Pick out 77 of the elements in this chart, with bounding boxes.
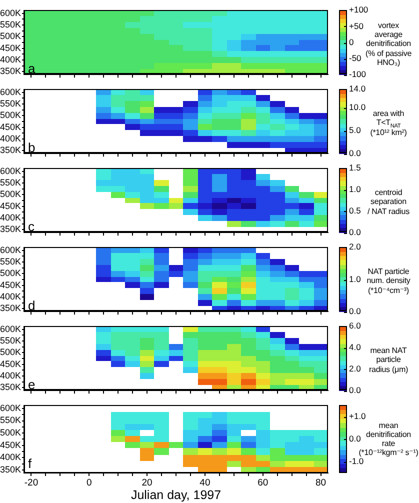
text: d — [28, 298, 36, 313]
y-tick-label: 400K — [0, 212, 21, 222]
x-tick-label: 0 — [86, 477, 92, 488]
color-bar-title: vortex average denitrification (% of passive HNO₃) — [365, 21, 412, 67]
x-tick-label: 80 — [315, 477, 326, 488]
color-bar-title: NAT particle num. density (*10⁻⁴cm⁻³) — [366, 267, 410, 295]
color-bar-label: 1.0 — [349, 184, 362, 194]
y-tick-label: 600K — [0, 8, 21, 18]
y-tick-label: 550K — [0, 19, 21, 30]
y-tick-label: 500K — [0, 189, 21, 200]
y-tick-label: 500K — [0, 428, 21, 438]
y-tick-label: 550K — [0, 98, 21, 108]
y-tick-label: 450K — [0, 440, 21, 450]
color-bar-label: -50 — [349, 52, 362, 63]
y-tick-label: 400K — [0, 291, 21, 302]
x-tick-label: -20 — [24, 477, 38, 488]
y-tick-label: 500K — [0, 110, 21, 120]
y-tick-label: 400K — [0, 133, 21, 144]
x-axis-title: Julian day, 1997 — [130, 488, 222, 502]
y-tick-label: 500K — [0, 268, 21, 278]
color-bar-title: area with T<T$_{NAT}$ (*10¹² km²) — [370, 109, 407, 137]
color-bar-label: 0.0 — [349, 306, 362, 316]
y-tick-label: 550K — [0, 335, 21, 346]
color-bar-label: 5.0 — [349, 125, 362, 136]
y-tick-label: 600K — [0, 402, 21, 413]
color-bar-label: 4.0 — [349, 342, 362, 352]
y-tick-label: 600K — [0, 244, 21, 255]
color-bar-label: 2.0 — [349, 364, 362, 374]
y-tick-label: 450K — [0, 358, 21, 369]
y-tick-label: 400K — [0, 370, 21, 380]
y-tick-label: 400K — [0, 54, 21, 64]
x-tick-label: 20 — [142, 477, 152, 488]
color-bar-label: 10.0 — [349, 102, 366, 112]
y-tick-label: 600K — [0, 86, 21, 97]
color-bar-label: +1.0 — [349, 411, 366, 422]
y-tick-label: 500K — [0, 31, 21, 42]
color-bar-label: 0.0 — [349, 384, 362, 395]
color-bar-label: 1.5 — [349, 162, 362, 173]
y-tick-label: 350K — [0, 145, 21, 156]
y-tick-label: 450K — [0, 122, 21, 132]
y-tick-label: 450K — [0, 42, 21, 53]
color-bar-label: -1.0 — [349, 456, 364, 466]
color-bar-label: 0.0 — [349, 434, 362, 444]
color-bar-label: 0.0 — [349, 148, 362, 158]
color-bar-label: 0.5 — [349, 206, 362, 216]
y-tick-label: 450K — [0, 200, 21, 211]
color-bar-label: 2.0 — [349, 242, 362, 252]
text: a — [28, 61, 36, 76]
y-tick-label: 350K — [0, 66, 21, 76]
x-tick-label: 40 — [200, 477, 210, 488]
color-bar-label: +50 — [349, 20, 364, 31]
y-tick-label: 350K — [0, 382, 21, 392]
color-bar-label: -100 — [349, 68, 366, 79]
y-tick-label: 550K — [0, 256, 21, 266]
y-tick-label: 350K — [0, 464, 21, 474]
y-tick-label: 550K — [0, 177, 21, 188]
text: b — [28, 140, 36, 155]
y-tick-label: 350K — [0, 303, 21, 314]
y-tick-label: 350K — [0, 224, 21, 234]
y-tick-label: 500K — [0, 347, 21, 358]
color-bar-label: 1.0 — [349, 274, 362, 284]
color-bar-label: 6.0 — [349, 320, 362, 331]
text: e — [28, 377, 36, 392]
x-tick-label: 60 — [258, 477, 268, 488]
text: f — [28, 456, 32, 471]
y-tick-label: 450K — [0, 280, 21, 290]
y-tick-label: 600K — [0, 324, 21, 334]
color-bar-label: 0.0 — [349, 226, 362, 237]
color-bar-title: mean NAT particle radius (μm) — [369, 346, 408, 374]
color-bar-title: centroid separation / NAT radius — [368, 188, 410, 216]
text: c — [28, 219, 34, 234]
color-bar-label: 0 — [349, 36, 354, 47]
y-tick-label: 600K — [0, 166, 21, 176]
y-tick-label: 400K — [0, 452, 21, 462]
color-bar-label: +100 — [349, 4, 368, 15]
color-bar-label: 14.0 — [349, 84, 366, 94]
y-tick-label: 550K — [0, 415, 21, 426]
